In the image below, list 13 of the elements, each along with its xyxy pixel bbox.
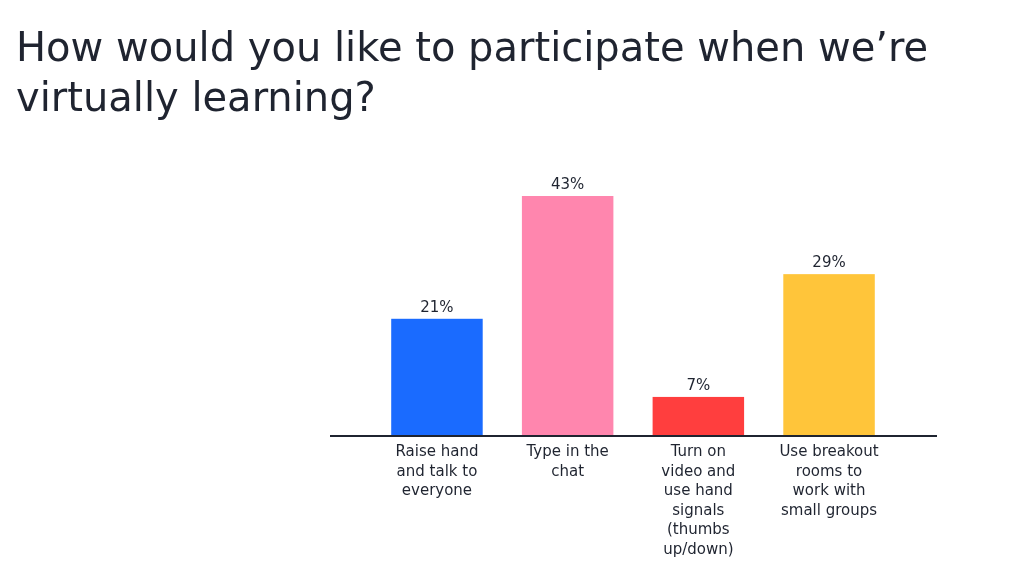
- x-tick-label: Turn on video and use hand signals (thumbs up/down): [661, 442, 736, 558]
- chart-title: How would you like to participate when we’re virtually learning?: [16, 23, 930, 122]
- x-tick-label: Use breakout rooms to work with small groups: [779, 442, 879, 519]
- bar: [391, 318, 483, 436]
- x-tick-label: Raise hand and talk to everyone: [395, 442, 479, 499]
- data-label: 7%: [686, 375, 711, 394]
- data-label: 29%: [812, 253, 846, 272]
- bar: [521, 196, 614, 436]
- data-label: 43%: [550, 175, 585, 193]
- bar: [783, 274, 875, 436]
- data-label: 21%: [420, 297, 454, 316]
- bar: [652, 396, 745, 436]
- x-tick-label: Type in the chat: [525, 442, 609, 480]
